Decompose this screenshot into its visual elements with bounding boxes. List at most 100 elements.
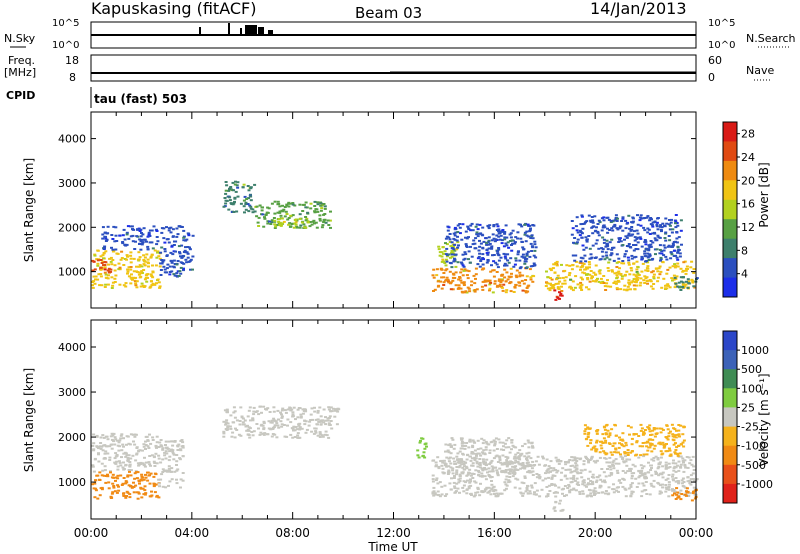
data-cell xyxy=(652,427,656,429)
data-cell xyxy=(111,284,115,287)
data-cell xyxy=(528,230,532,233)
data-cell xyxy=(481,288,485,291)
data-cell xyxy=(679,465,683,468)
data-cell xyxy=(654,432,658,435)
data-cell xyxy=(652,457,656,459)
data-cell xyxy=(447,226,451,229)
data-cell xyxy=(468,455,472,458)
data-cell xyxy=(186,232,190,235)
data-cell xyxy=(470,255,474,258)
data-cell xyxy=(623,238,626,241)
data-cell xyxy=(579,262,583,264)
data-cell xyxy=(125,231,129,234)
data-cell xyxy=(179,266,183,269)
data-cell xyxy=(481,451,485,454)
data-cell xyxy=(653,232,657,235)
data-cell xyxy=(617,272,621,275)
data-cell xyxy=(262,427,266,430)
data-cell xyxy=(102,474,106,477)
data-cell xyxy=(229,186,233,188)
data-cell xyxy=(545,495,548,498)
data-cell xyxy=(108,456,112,459)
colorbar-tick-label: 25 xyxy=(741,401,755,414)
data-cell xyxy=(545,270,548,273)
data-cell xyxy=(453,249,457,252)
data-cell xyxy=(531,470,535,473)
data-cell xyxy=(118,461,122,464)
data-cell xyxy=(681,276,685,279)
data-cell xyxy=(329,410,333,413)
data-cell xyxy=(496,250,500,252)
data-cell xyxy=(521,466,525,469)
data-cell xyxy=(475,454,478,457)
data-cell xyxy=(664,461,668,464)
data-cell xyxy=(662,244,666,247)
data-cell xyxy=(626,288,630,291)
data-cell xyxy=(488,463,492,466)
data-cell xyxy=(595,459,599,462)
data-cell xyxy=(119,434,123,437)
data-cell xyxy=(470,457,474,460)
data-cell xyxy=(568,468,572,471)
data-cell xyxy=(225,408,229,411)
data-cell xyxy=(568,459,572,461)
data-cell xyxy=(161,458,165,461)
data-cell xyxy=(482,449,486,452)
data-cell xyxy=(468,290,472,293)
data-cell xyxy=(114,438,118,441)
data-cell xyxy=(691,472,695,475)
data-cell xyxy=(127,266,131,269)
data-cell xyxy=(142,269,146,271)
data-cell xyxy=(94,275,98,278)
data-cell xyxy=(454,253,458,256)
data-cell xyxy=(447,465,451,468)
data-cell xyxy=(103,245,107,248)
data-cell xyxy=(235,419,239,422)
data-cell xyxy=(140,270,144,273)
data-cell xyxy=(155,462,159,465)
data-cell xyxy=(143,489,147,492)
data-cell xyxy=(134,433,138,436)
data-cell xyxy=(643,476,647,478)
data-cell xyxy=(174,240,178,243)
data-cell xyxy=(643,229,647,232)
data-cell xyxy=(629,470,632,472)
data-cell xyxy=(609,468,613,471)
data-cell xyxy=(124,452,128,455)
data-cell xyxy=(319,204,323,207)
data-cell xyxy=(671,245,674,248)
data-cell xyxy=(646,227,650,230)
data-cell xyxy=(486,241,490,244)
data-cell xyxy=(695,277,699,280)
data-cell xyxy=(456,287,460,290)
data-cell xyxy=(503,238,507,241)
data-cell xyxy=(153,249,157,252)
data-cell xyxy=(444,464,448,467)
data-cell xyxy=(442,276,446,279)
data-cell xyxy=(501,441,505,444)
noise-right-tick-top: 10^5 xyxy=(708,18,735,29)
data-cell xyxy=(679,424,683,427)
data-cell xyxy=(641,445,645,448)
data-cell xyxy=(650,467,653,469)
data-cell xyxy=(486,471,489,474)
data-cell xyxy=(544,472,547,475)
data-cell xyxy=(135,453,139,456)
data-cell xyxy=(168,455,172,458)
data-cell xyxy=(244,203,248,206)
data-cell xyxy=(579,268,582,271)
data-cell xyxy=(141,284,145,287)
data-cell xyxy=(490,246,494,249)
data-cell xyxy=(444,258,448,261)
data-cell xyxy=(146,248,150,251)
data-cell xyxy=(446,473,450,475)
data-cell xyxy=(598,258,602,261)
data-cell xyxy=(502,283,506,286)
data-cell xyxy=(123,243,127,246)
data-cell xyxy=(534,460,538,463)
data-cell xyxy=(640,258,644,261)
data-cell xyxy=(443,484,447,487)
data-cell xyxy=(117,449,121,452)
data-cell xyxy=(118,439,122,442)
data-cell xyxy=(269,427,272,430)
